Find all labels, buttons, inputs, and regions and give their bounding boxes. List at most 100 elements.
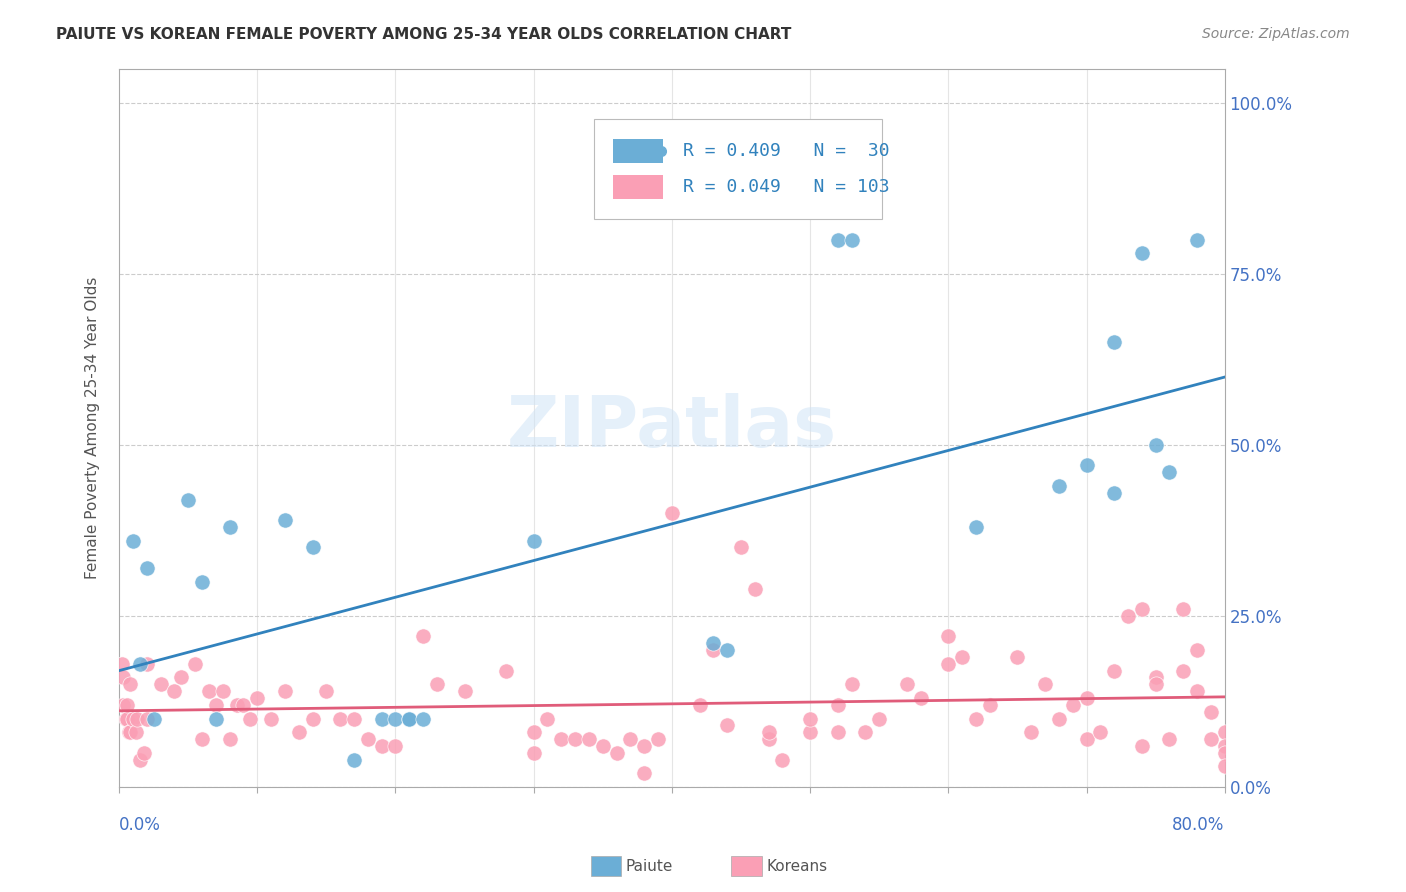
Point bbox=[716, 643, 738, 657]
Point bbox=[122, 533, 145, 548]
Point bbox=[1102, 664, 1125, 678]
Point bbox=[827, 698, 849, 712]
Point bbox=[218, 732, 240, 747]
Point bbox=[827, 233, 849, 247]
Point bbox=[204, 712, 226, 726]
Point bbox=[661, 506, 683, 520]
Point bbox=[426, 677, 449, 691]
Text: Source: ZipAtlas.com: Source: ZipAtlas.com bbox=[1202, 27, 1350, 41]
Point bbox=[111, 657, 134, 671]
Point bbox=[274, 513, 297, 527]
Point bbox=[118, 725, 141, 739]
Point bbox=[232, 698, 254, 712]
Point bbox=[1144, 670, 1167, 684]
Point bbox=[384, 712, 406, 726]
Point bbox=[799, 725, 821, 739]
Point bbox=[135, 657, 157, 671]
Point bbox=[936, 629, 959, 643]
Point bbox=[287, 725, 309, 739]
Point bbox=[564, 732, 586, 747]
Point bbox=[1173, 664, 1195, 678]
Point bbox=[170, 670, 193, 684]
Point bbox=[896, 677, 918, 691]
Bar bbox=[613, 175, 664, 199]
Point bbox=[120, 677, 142, 691]
Point bbox=[1130, 739, 1153, 753]
Point bbox=[370, 712, 392, 726]
Point bbox=[135, 561, 157, 575]
Point bbox=[1102, 335, 1125, 350]
Y-axis label: Female Poverty Among 25-34 Year Olds: Female Poverty Among 25-34 Year Olds bbox=[86, 277, 100, 579]
Point bbox=[124, 725, 146, 739]
Point bbox=[606, 746, 628, 760]
Point bbox=[702, 643, 724, 657]
Point bbox=[592, 739, 614, 753]
Point bbox=[191, 574, 214, 589]
Point bbox=[965, 712, 987, 726]
Point bbox=[550, 732, 572, 747]
Point bbox=[758, 732, 780, 747]
Text: Paiute: Paiute bbox=[626, 859, 673, 873]
Point bbox=[112, 670, 135, 684]
Point bbox=[827, 725, 849, 739]
Point bbox=[1019, 725, 1042, 739]
Point bbox=[1090, 725, 1112, 739]
Point bbox=[357, 732, 380, 747]
Point bbox=[523, 746, 546, 760]
Point bbox=[204, 698, 226, 712]
Point bbox=[1047, 479, 1070, 493]
Point bbox=[412, 629, 434, 643]
Point bbox=[117, 698, 139, 712]
Point bbox=[965, 520, 987, 534]
Point bbox=[1076, 732, 1098, 747]
FancyBboxPatch shape bbox=[595, 119, 882, 219]
Point bbox=[1076, 458, 1098, 473]
Point bbox=[239, 712, 262, 726]
Point bbox=[218, 520, 240, 534]
Point bbox=[184, 657, 207, 671]
Text: PAIUTE VS KOREAN FEMALE POVERTY AMONG 25-34 YEAR OLDS CORRELATION CHART: PAIUTE VS KOREAN FEMALE POVERTY AMONG 25… bbox=[56, 27, 792, 42]
Point bbox=[1047, 712, 1070, 726]
Point bbox=[910, 690, 932, 705]
Point bbox=[1213, 739, 1236, 753]
Point bbox=[149, 677, 172, 691]
Point bbox=[1007, 649, 1029, 664]
Point bbox=[301, 541, 323, 555]
Point bbox=[274, 684, 297, 698]
Point bbox=[398, 712, 420, 726]
Text: ZIPatlas: ZIPatlas bbox=[506, 393, 837, 462]
Text: 80.0%: 80.0% bbox=[1173, 815, 1225, 834]
Point bbox=[198, 684, 221, 698]
Point bbox=[315, 684, 337, 698]
Point bbox=[125, 712, 148, 726]
Point bbox=[122, 712, 145, 726]
Point bbox=[772, 753, 794, 767]
Point bbox=[716, 718, 738, 732]
Point bbox=[120, 725, 142, 739]
Point bbox=[128, 753, 150, 767]
Point bbox=[115, 712, 138, 726]
Point bbox=[398, 712, 420, 726]
Point bbox=[758, 725, 780, 739]
Point bbox=[225, 698, 247, 712]
Point bbox=[1130, 602, 1153, 616]
Point bbox=[950, 649, 973, 664]
Point bbox=[343, 712, 366, 726]
Point bbox=[841, 233, 863, 247]
Point bbox=[578, 732, 600, 747]
Point bbox=[1185, 684, 1208, 698]
Text: 0.0%: 0.0% bbox=[120, 815, 160, 834]
Point bbox=[117, 712, 139, 726]
Point bbox=[619, 732, 641, 747]
Bar bbox=[613, 139, 664, 162]
Point bbox=[523, 533, 546, 548]
Point bbox=[1033, 677, 1056, 691]
Text: Koreans: Koreans bbox=[766, 859, 827, 873]
Point bbox=[1199, 732, 1222, 747]
Point bbox=[633, 739, 655, 753]
Point bbox=[536, 712, 558, 726]
Point bbox=[702, 636, 724, 650]
Point bbox=[1144, 438, 1167, 452]
Point bbox=[936, 657, 959, 671]
Point bbox=[1130, 246, 1153, 260]
